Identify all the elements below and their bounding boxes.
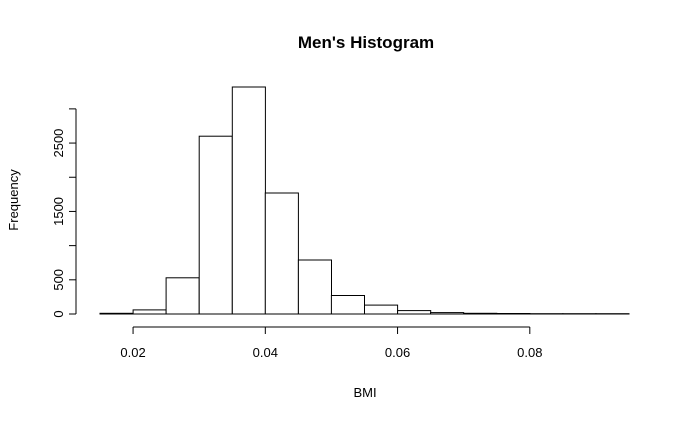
histogram-bar: [264, 192, 299, 315]
x-tick-label: 0.08: [517, 345, 542, 360]
y-axis: 0 500 1500 2500: [51, 108, 77, 318]
histogram-bar: [198, 135, 233, 315]
histogram-bar: [297, 259, 332, 315]
histogram-bar: [165, 277, 200, 315]
y-tick-label: 0: [51, 310, 66, 317]
x-tick-label: 0.04: [253, 345, 278, 360]
histogram-bar: [364, 304, 399, 315]
x-tick-label: 0.06: [385, 345, 410, 360]
chart-title: Men's Histogram: [298, 33, 434, 52]
histogram-bar: [496, 313, 531, 315]
histogram-bar: [231, 86, 266, 315]
histogram-bar: [463, 312, 498, 315]
y-tick-label: 500: [51, 269, 66, 291]
histogram-bar: [99, 312, 134, 315]
y-tick-label: 1500: [51, 197, 66, 226]
histogram-bar: [397, 310, 432, 315]
histogram-bar: [330, 295, 365, 315]
histogram-bar: [132, 309, 167, 315]
y-tick-label: 2500: [51, 129, 66, 158]
bars-group: [99, 86, 630, 315]
y-axis-label: Frequency: [6, 169, 21, 231]
x-axis-label: BMI: [353, 385, 376, 400]
x-tick-label: 0.02: [120, 345, 145, 360]
histogram-bar: [430, 312, 465, 315]
x-axis: 0.02 0.04 0.06 0.08: [120, 326, 542, 360]
